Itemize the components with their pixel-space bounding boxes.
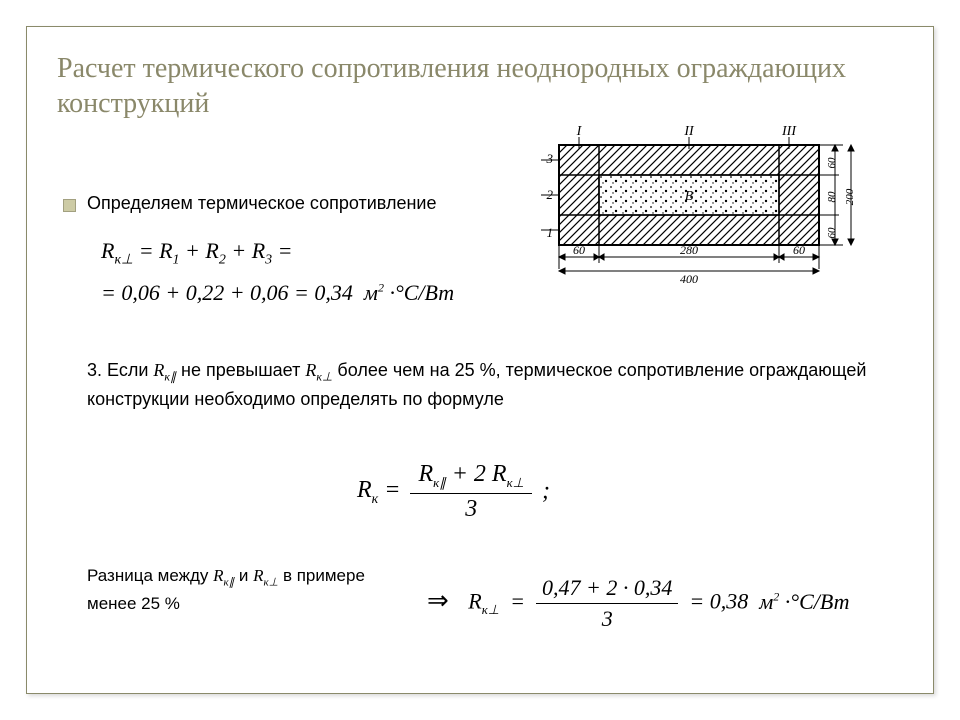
slide: Расчет термического сопротивления неодно…: [26, 26, 934, 694]
dim-60-right: 60: [793, 243, 805, 257]
eq1-line1: Rк⊥ = R1 + R2 + R3 =: [101, 231, 454, 273]
formula-main: Rк = Rк∥ + 2 Rк⊥ ; 3: [357, 461, 550, 523]
dim-400: 400: [680, 272, 698, 286]
row-label-1: 1: [547, 225, 554, 240]
equation-1: Rк⊥ = R1 + R2 + R3 = = 0,06 + 0,22 + 0,0…: [101, 231, 454, 312]
cross-section-diagram: B I II III 3 2 1: [509, 119, 909, 299]
dim-60-left: 60: [573, 243, 585, 257]
row-label-3: 3: [546, 151, 554, 166]
paragraph-3: 3. Если Rк∥ не превышает Rк⊥ более чем н…: [87, 357, 897, 414]
dim-r-60a: 60: [826, 157, 838, 169]
dim-r-200: 200: [844, 188, 856, 205]
side-note: Разница между Rк∥ и Rк⊥ в примере менее …: [87, 563, 387, 618]
diagram-inner-label: B: [685, 189, 694, 204]
col-label-3: III: [781, 124, 797, 139]
col-label-2: II: [683, 124, 695, 139]
dim-280: 280: [680, 243, 698, 257]
slide-title: Расчет термического сопротивления неодно…: [57, 51, 903, 121]
eq1-line2: = 0,06 + 0,22 + 0,06 = 0,34 м2 ·°С/Вт: [101, 273, 454, 313]
formula-final: ⇒ Rк⊥ = 0,47 + 2 · 0,34 3 = 0,38 м2 ·°С/…: [427, 575, 849, 632]
col-label-1: I: [576, 124, 583, 139]
bullet-icon: [63, 199, 76, 212]
plus-text: + 2: [452, 461, 486, 487]
implies-icon: ⇒: [427, 586, 449, 615]
dim-r-80: 80: [826, 191, 838, 203]
dim-r-60b: 60: [826, 227, 838, 239]
heading-1: Определяем термическое сопротивление: [87, 193, 436, 214]
